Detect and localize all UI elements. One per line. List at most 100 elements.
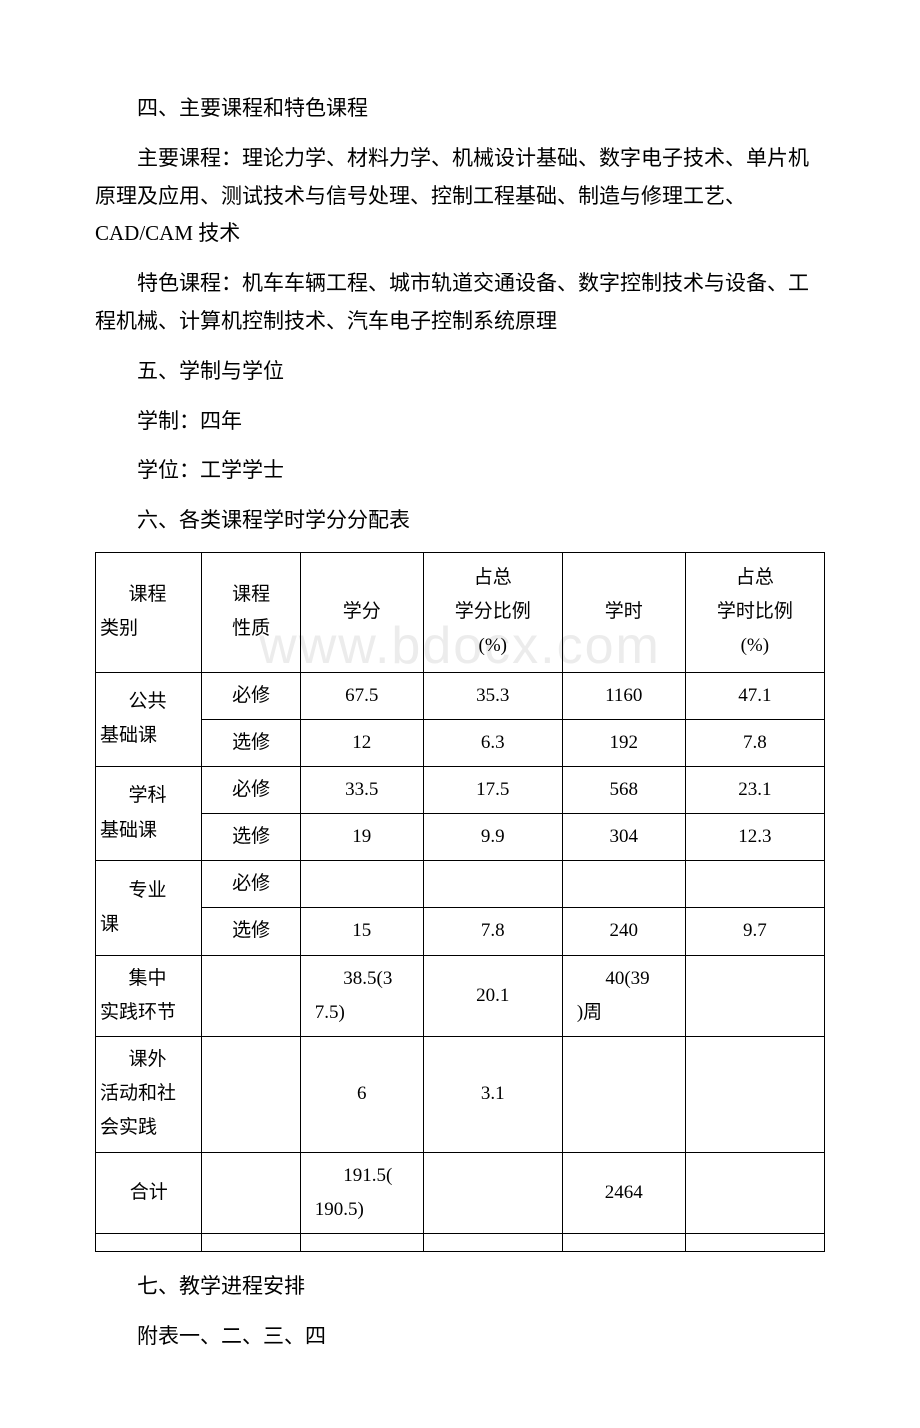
cell-credit: 191.5( 190.5) — [300, 1152, 423, 1233]
cell-text: 集中 — [100, 962, 197, 996]
cell-credit-pct: 17.5 — [423, 766, 562, 813]
cell-text: 学科 — [100, 779, 197, 813]
cell-hours: 40(39 )周 — [562, 955, 685, 1036]
cell-text: 190.5) — [315, 1199, 364, 1220]
cell-hours: 240 — [562, 908, 685, 955]
cell-credit: 19 — [300, 814, 423, 861]
cell-hours-pct: 23.1 — [685, 766, 824, 813]
cell-category: 专业 课 — [96, 861, 202, 955]
cell-credit-pct: 7.8 — [423, 908, 562, 955]
cell-hours-pct: 12.3 — [685, 814, 824, 861]
cell-category: 公共 基础课 — [96, 672, 202, 766]
cell-hours-pct — [685, 861, 824, 908]
cell-credit: 15 — [300, 908, 423, 955]
cell-category: 学科 基础课 — [96, 766, 202, 860]
header-category-line1: 课程 — [100, 578, 197, 612]
table-row: 集中 实践环节 38.5(3 7.5) 20.1 40(39 )周 — [96, 955, 825, 1036]
cell-hours: 304 — [562, 814, 685, 861]
section4-feature-courses: 特色课程：机车车辆工程、城市轨道交通设备、数字控制技术与设备、工程机械、计算机控… — [95, 265, 825, 341]
cell-hours — [562, 1037, 685, 1153]
cell-hours: 192 — [562, 719, 685, 766]
table-row: 课外 活动和社 会实践 6 3.1 — [96, 1037, 825, 1153]
header-nature: 课程 性质 — [202, 552, 300, 672]
table-row: 专业 课 必修 — [96, 861, 825, 908]
cell-blank — [423, 1233, 562, 1251]
cell-credit: 38.5(3 7.5) — [300, 955, 423, 1036]
cell-text: 公共 — [100, 685, 197, 719]
cell-credit: 67.5 — [300, 672, 423, 719]
cell-text: 7.5) — [315, 1002, 345, 1023]
cell-category: 合计 — [96, 1152, 202, 1233]
section4-main-courses: 主要课程：理论力学、材料力学、机械设计基础、数字电子技术、单片机原理及应用、测试… — [95, 140, 825, 253]
cell-credit-pct — [423, 1152, 562, 1233]
cell-hours-pct: 9.7 — [685, 908, 824, 955]
section6-heading: 六、各类课程学时学分分配表 — [95, 502, 825, 540]
cell-hours-pct — [685, 1037, 824, 1153]
cell-text: 40(39 — [577, 962, 681, 996]
cell-credit: 6 — [300, 1037, 423, 1153]
header-credit: 学分 — [300, 552, 423, 672]
cell-credit-pct: 35.3 — [423, 672, 562, 719]
cell-type: 必修 — [202, 861, 300, 908]
table-row: 合计 191.5( 190.5) 2464 — [96, 1152, 825, 1233]
section7-appendix: 附表一、二、三、四 — [95, 1318, 825, 1356]
cell-blank — [562, 1233, 685, 1251]
section7-heading: 七、教学进程安排 — [95, 1268, 825, 1306]
document-content: 四、主要课程和特色课程 主要课程：理论力学、材料力学、机械设计基础、数字电子技术… — [95, 90, 825, 1356]
header-hours-pct: 占总 学时比例 (%) — [685, 552, 824, 672]
table-row: 选修 15 7.8 240 9.7 — [96, 908, 825, 955]
section5-degree: 学位：工学学士 — [95, 452, 825, 490]
cell-text: 课 — [100, 914, 119, 935]
header-category-line2: 类别 — [100, 618, 138, 639]
header-credit-pct-line1: 占总 — [474, 567, 512, 588]
cell-type: 选修 — [202, 908, 300, 955]
header-credit-pct: 占总 学分比例 (%) — [423, 552, 562, 672]
header-hours-pct-line3: (%) — [741, 635, 769, 656]
section5-duration: 学制：四年 — [95, 403, 825, 441]
credit-allocation-table: 课程 类别 课程 性质 学分 占总 学分比例 (%) 学时 占总 学时比例 (%… — [95, 552, 825, 1252]
cell-credit: 12 — [300, 719, 423, 766]
section4-heading: 四、主要课程和特色课程 — [95, 90, 825, 128]
header-credit-pct-line3: (%) — [479, 635, 507, 656]
header-category: 课程 类别 — [96, 552, 202, 672]
cell-type: 选修 — [202, 719, 300, 766]
cell-hours: 568 — [562, 766, 685, 813]
cell-type: 选修 — [202, 814, 300, 861]
table-row: 学科 基础课 必修 33.5 17.5 568 23.1 — [96, 766, 825, 813]
cell-blank — [202, 1152, 300, 1233]
cell-text: 38.5(3 — [315, 962, 419, 996]
cell-credit: 33.5 — [300, 766, 423, 813]
cell-text: )周 — [577, 1002, 602, 1023]
cell-blank — [96, 1233, 202, 1251]
cell-hours-pct — [685, 1152, 824, 1233]
cell-text: 基础课 — [100, 820, 157, 841]
header-nature-line2: 性质 — [232, 618, 270, 639]
cell-blank — [202, 955, 300, 1036]
cell-credit-pct — [423, 861, 562, 908]
cell-credit — [300, 861, 423, 908]
header-credit-pct-line2: 学分比例 — [455, 601, 531, 622]
cell-text: 基础课 — [100, 725, 157, 746]
cell-blank — [202, 1037, 300, 1153]
cell-blank — [202, 1233, 300, 1251]
cell-text: 专业 — [100, 874, 197, 908]
header-nature-line1: 课程 — [232, 584, 270, 605]
cell-hours: 1160 — [562, 672, 685, 719]
cell-text: 会实践 — [100, 1117, 157, 1138]
cell-credit-pct: 20.1 — [423, 955, 562, 1036]
cell-hours-pct: 47.1 — [685, 672, 824, 719]
cell-text: 课外 — [100, 1043, 197, 1077]
cell-category: 课外 活动和社 会实践 — [96, 1037, 202, 1153]
cell-type: 必修 — [202, 672, 300, 719]
header-hours-pct-line1: 占总 — [736, 567, 774, 588]
cell-blank — [300, 1233, 423, 1251]
cell-credit-pct: 6.3 — [423, 719, 562, 766]
table-row: 选修 19 9.9 304 12.3 — [96, 814, 825, 861]
cell-category: 集中 实践环节 — [96, 955, 202, 1036]
header-hours-pct-line2: 学时比例 — [717, 601, 793, 622]
cell-credit-pct: 9.9 — [423, 814, 562, 861]
header-hours: 学时 — [562, 552, 685, 672]
cell-text: 191.5( — [315, 1159, 419, 1193]
cell-hours-pct — [685, 955, 824, 1036]
cell-text: 活动和社 — [100, 1083, 176, 1104]
